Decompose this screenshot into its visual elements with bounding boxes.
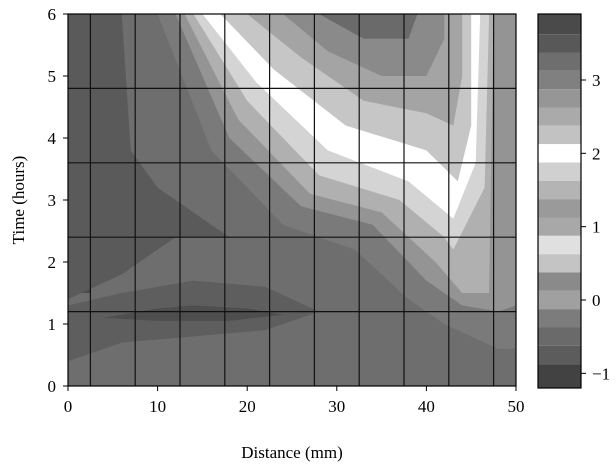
y-tick-label: 2 xyxy=(48,253,57,272)
colorbar-swatch xyxy=(538,144,581,163)
colorbar-swatch xyxy=(538,290,581,310)
colorbar-swatch xyxy=(538,199,581,218)
colorbar-swatch xyxy=(538,162,581,181)
y-tick-label: 4 xyxy=(48,129,57,148)
y-tick-label: 3 xyxy=(48,191,57,210)
contour-band-11 xyxy=(103,305,283,321)
colorbar-swatch xyxy=(538,254,581,273)
y-tick-label: 5 xyxy=(48,67,57,86)
colorbar xyxy=(537,13,582,389)
x-tick-label: 10 xyxy=(149,397,166,416)
x-tick-label: 30 xyxy=(328,397,345,416)
colorbar-swatch xyxy=(538,217,581,236)
colorbar-swatch xyxy=(538,14,581,35)
x-axis: 0 10 20 30 40 50 xyxy=(64,386,525,416)
x-tick-label: 20 xyxy=(239,397,256,416)
colorbar-axis: −1 0 1 2 3 xyxy=(581,71,610,383)
colorbar-swatch xyxy=(538,272,581,291)
colorbar-tick-label: 3 xyxy=(592,71,601,90)
colorbar-swatch xyxy=(538,235,581,255)
colorbar-tick-label: 1 xyxy=(592,218,601,237)
contour-band-9 xyxy=(318,14,418,39)
colorbar-swatch xyxy=(538,309,581,328)
colorbar-swatch xyxy=(538,345,581,365)
colorbar-swatch xyxy=(538,125,581,145)
colorbar-swatch xyxy=(538,180,581,200)
colorbar-frame xyxy=(537,13,582,389)
colorbar-tick-label: 2 xyxy=(592,144,601,163)
x-tick-label: 50 xyxy=(508,397,525,416)
colorbar-tick-label: −1 xyxy=(592,364,610,383)
colorbar-swatch xyxy=(538,70,581,90)
grid xyxy=(68,14,516,386)
colorbar-tick-label: 0 xyxy=(592,291,601,310)
y-tick-label: 6 xyxy=(48,5,57,24)
contour-band-13 xyxy=(68,14,230,300)
y-tick-label: 0 xyxy=(48,377,57,396)
y-tick-label: 1 xyxy=(48,315,57,334)
contour-band-10 xyxy=(68,280,319,362)
colorbar-swatch xyxy=(538,89,581,108)
colorbar-swatch xyxy=(538,364,581,388)
x-axis-title: Distance (mm) xyxy=(241,443,343,462)
y-axis: 0 1 2 3 4 5 6 xyxy=(48,5,68,396)
x-tick-label: 0 xyxy=(64,397,73,416)
x-tick-label: 40 xyxy=(418,397,435,416)
colorbar-swatch xyxy=(538,52,581,71)
colorbar-swatch xyxy=(538,34,581,53)
y-axis-title: Time (hours) xyxy=(9,156,28,245)
colorbar-swatch xyxy=(538,327,581,346)
colorbar-swatch xyxy=(538,107,581,126)
